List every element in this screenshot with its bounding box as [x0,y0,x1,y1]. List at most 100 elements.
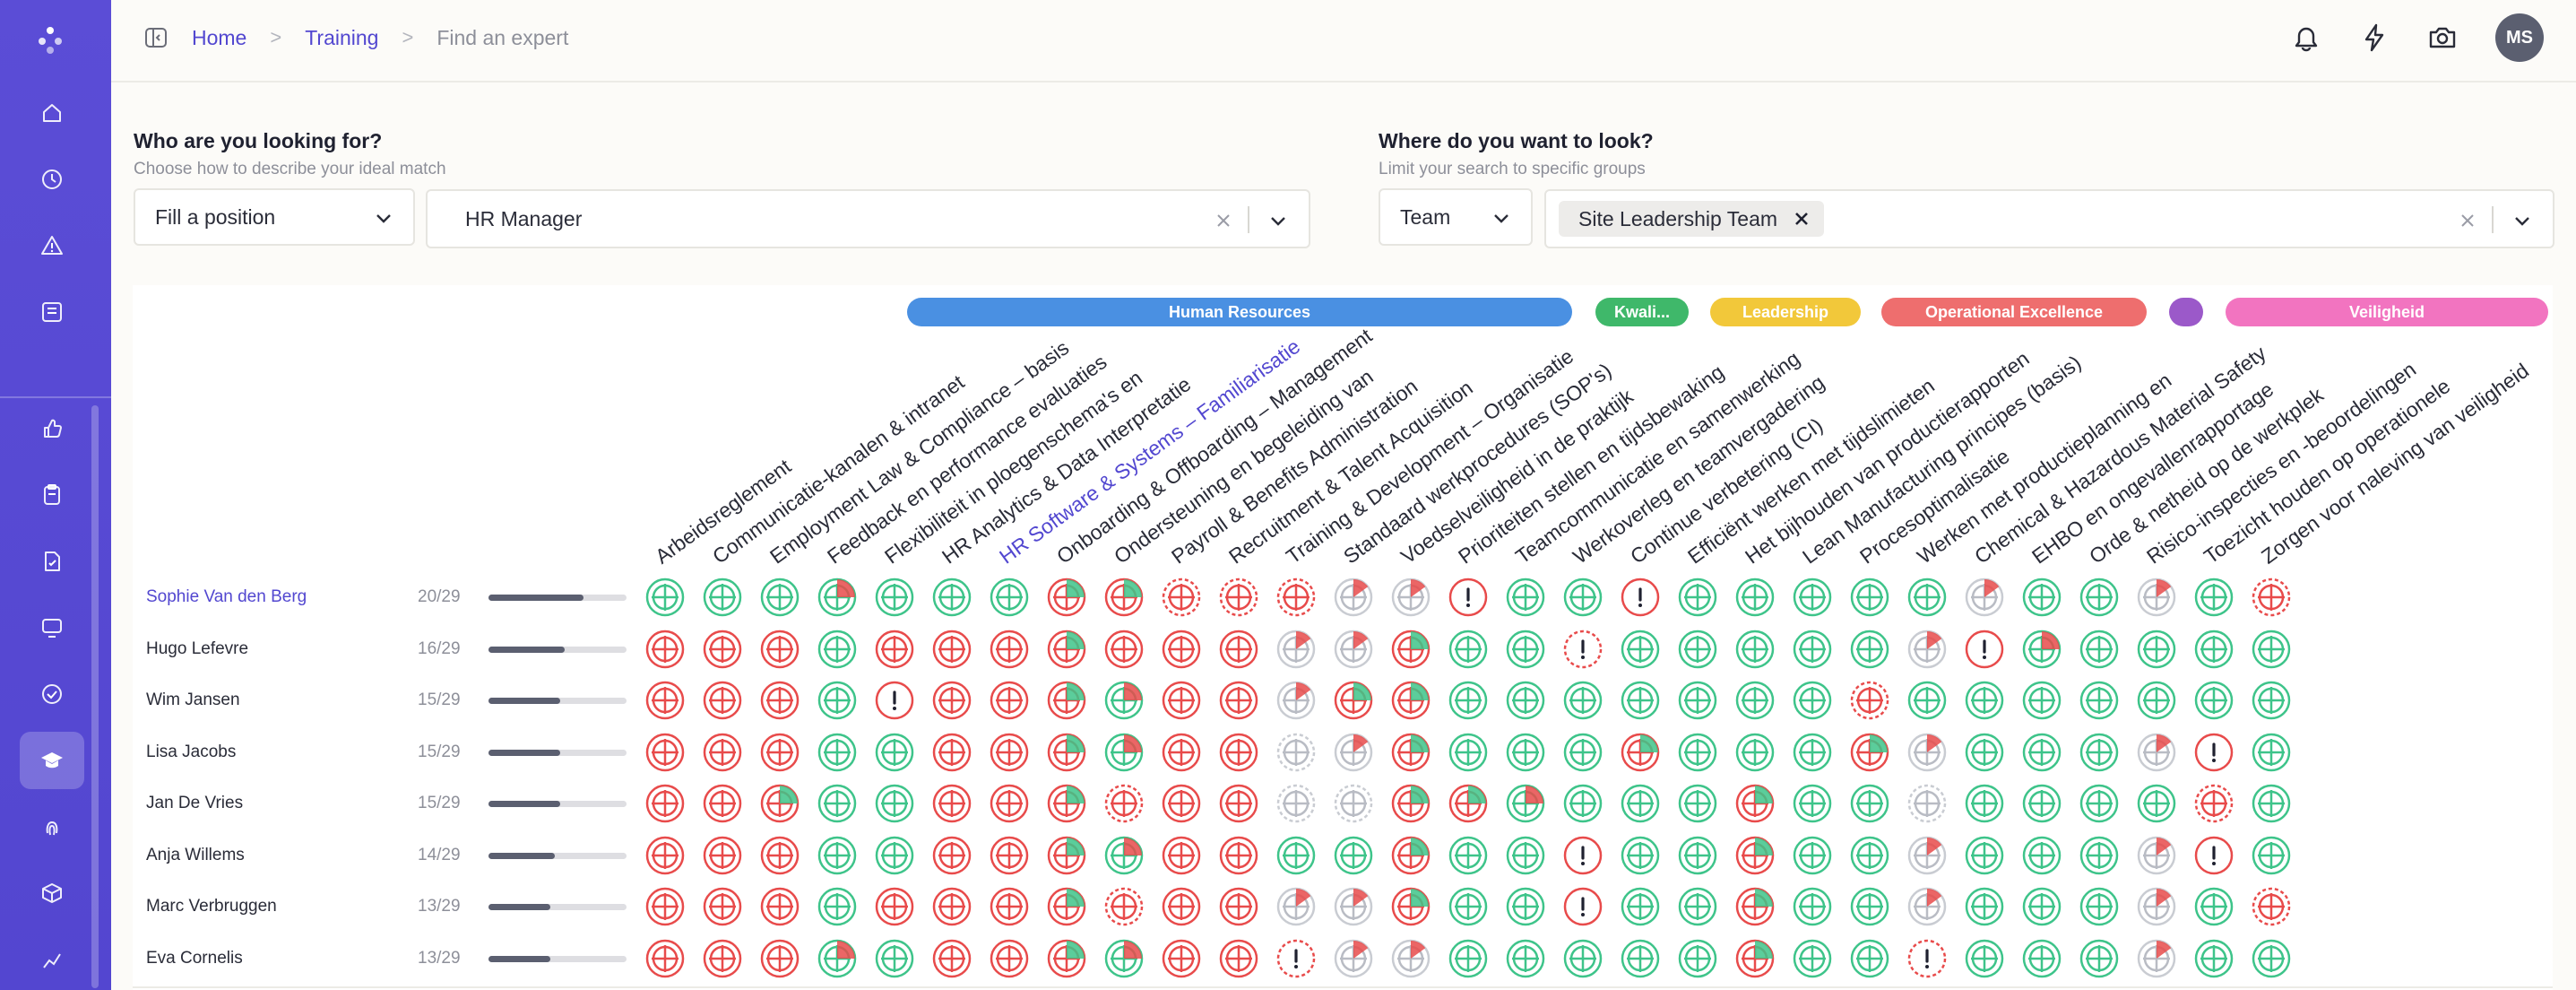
skill-status-cell[interactable] [1046,783,1087,824]
skill-status-cell[interactable] [1103,835,1145,876]
app-logo-icon[interactable] [34,23,70,56]
skill-status-cell[interactable] [989,886,1030,927]
skill-status-cell[interactable] [931,835,972,876]
skill-status-cell[interactable] [1964,680,2005,721]
skill-status-cell[interactable] [2079,835,2120,876]
skill-status-cell[interactable] [931,886,972,927]
skill-status-cell[interactable] [2021,783,2062,824]
skill-status-cell[interactable] [1161,783,1202,824]
skill-status-cell[interactable] [874,577,915,618]
skill-status-cell[interactable] [1161,629,1202,670]
skill-status-cell[interactable] [1333,732,1374,773]
skill-status-cell[interactable] [1734,629,1776,670]
skill-status-cell[interactable] [1448,629,1489,670]
skill-status-cell[interactable] [817,629,858,670]
person-name[interactable]: Jan De Vries [146,794,244,812]
sidebar-item-document[interactable] [20,533,84,590]
skill-status-cell[interactable] [817,783,858,824]
skill-status-cell[interactable] [1505,680,1546,721]
skill-status-cell[interactable] [1677,577,1718,618]
group-pill[interactable] [2169,298,2203,326]
skill-status-cell[interactable] [2251,938,2292,979]
skill-status-cell[interactable] [1046,835,1087,876]
skill-status-cell[interactable] [2251,835,2292,876]
skill-status-cell[interactable] [2193,680,2235,721]
skill-status-cell[interactable] [1620,629,1661,670]
skill-status-cell[interactable] [2136,783,2177,824]
skill-status-cell[interactable] [1849,835,1890,876]
skill-status-cell[interactable] [1620,886,1661,927]
skill-status-cell[interactable] [1620,938,1661,979]
skill-status-cell[interactable] [1849,938,1890,979]
skill-status-cell[interactable] [1505,577,1546,618]
skill-status-cell[interactable] [989,732,1030,773]
skill-status-cell[interactable] [931,629,972,670]
skill-status-cell[interactable] [1792,938,1833,979]
skill-status-cell[interactable] [1103,783,1145,824]
skill-status-cell[interactable] [1964,886,2005,927]
skill-status-cell[interactable] [817,680,858,721]
skill-status-cell[interactable] [2079,680,2120,721]
skill-status-cell[interactable] [1677,732,1718,773]
skill-status-cell[interactable] [759,835,800,876]
skill-status-cell[interactable] [1103,938,1145,979]
skill-status-cell[interactable] [2021,886,2062,927]
skill-status-cell[interactable] [1390,629,1431,670]
sidebar-item-check-circle[interactable] [20,665,84,723]
skill-status-cell[interactable] [1562,629,1604,670]
skill-status-cell[interactable] [1161,835,1202,876]
skill-status-cell[interactable] [2136,938,2177,979]
skill-status-cell[interactable] [1390,680,1431,721]
skill-status-cell[interactable] [1964,732,2005,773]
skill-status-cell[interactable] [644,629,686,670]
skill-status-cell[interactable] [2193,577,2235,618]
person-name[interactable]: Wim Jansen [146,690,240,709]
skill-status-cell[interactable] [2136,629,2177,670]
skill-status-cell[interactable] [1275,835,1317,876]
skill-status-cell[interactable] [1390,577,1431,618]
skill-status-cell[interactable] [1906,577,1948,618]
skill-status-cell[interactable] [874,783,915,824]
skill-status-cell[interactable] [1849,886,1890,927]
skill-status-cell[interactable] [1218,783,1259,824]
skill-status-cell[interactable] [1734,577,1776,618]
skill-status-cell[interactable] [1103,577,1145,618]
skill-status-cell[interactable] [817,886,858,927]
skill-status-cell[interactable] [759,629,800,670]
skill-status-cell[interactable] [1620,577,1661,618]
skill-status-cell[interactable] [644,783,686,824]
skill-status-cell[interactable] [1333,886,1374,927]
skill-status-cell[interactable] [817,835,858,876]
skill-status-cell[interactable] [1275,629,1317,670]
skill-status-cell[interactable] [1562,886,1604,927]
bell-icon[interactable] [2291,22,2321,53]
skill-status-cell[interactable] [1849,783,1890,824]
skill-status-cell[interactable] [874,886,915,927]
skill-status-cell[interactable] [2079,629,2120,670]
skill-status-cell[interactable] [644,938,686,979]
skill-status-cell[interactable] [1161,886,1202,927]
skill-status-cell[interactable] [1620,680,1661,721]
skill-status-cell[interactable] [1275,783,1317,824]
person-name[interactable]: Lisa Jacobs [146,742,237,761]
skill-status-cell[interactable] [644,680,686,721]
skill-status-cell[interactable] [1505,835,1546,876]
skill-status-cell[interactable] [1792,886,1833,927]
skill-status-cell[interactable] [1448,732,1489,773]
sidebar-item-cube[interactable] [20,864,84,922]
skill-status-cell[interactable] [1734,886,1776,927]
skill-status-cell[interactable] [1218,886,1259,927]
skill-status-cell[interactable] [1218,680,1259,721]
skill-status-cell[interactable] [1103,680,1145,721]
skill-status-cell[interactable] [2251,783,2292,824]
breadcrumb-home[interactable]: Home [192,25,247,49]
skill-status-cell[interactable] [817,577,858,618]
skill-status-cell[interactable] [644,835,686,876]
skill-status-cell[interactable] [1275,680,1317,721]
skill-status-cell[interactable] [2021,680,2062,721]
clear-icon[interactable] [2458,211,2477,230]
skill-status-cell[interactable] [874,629,915,670]
skill-status-cell[interactable] [1677,886,1718,927]
skill-status-cell[interactable] [1505,629,1546,670]
skill-status-cell[interactable] [1046,886,1087,927]
